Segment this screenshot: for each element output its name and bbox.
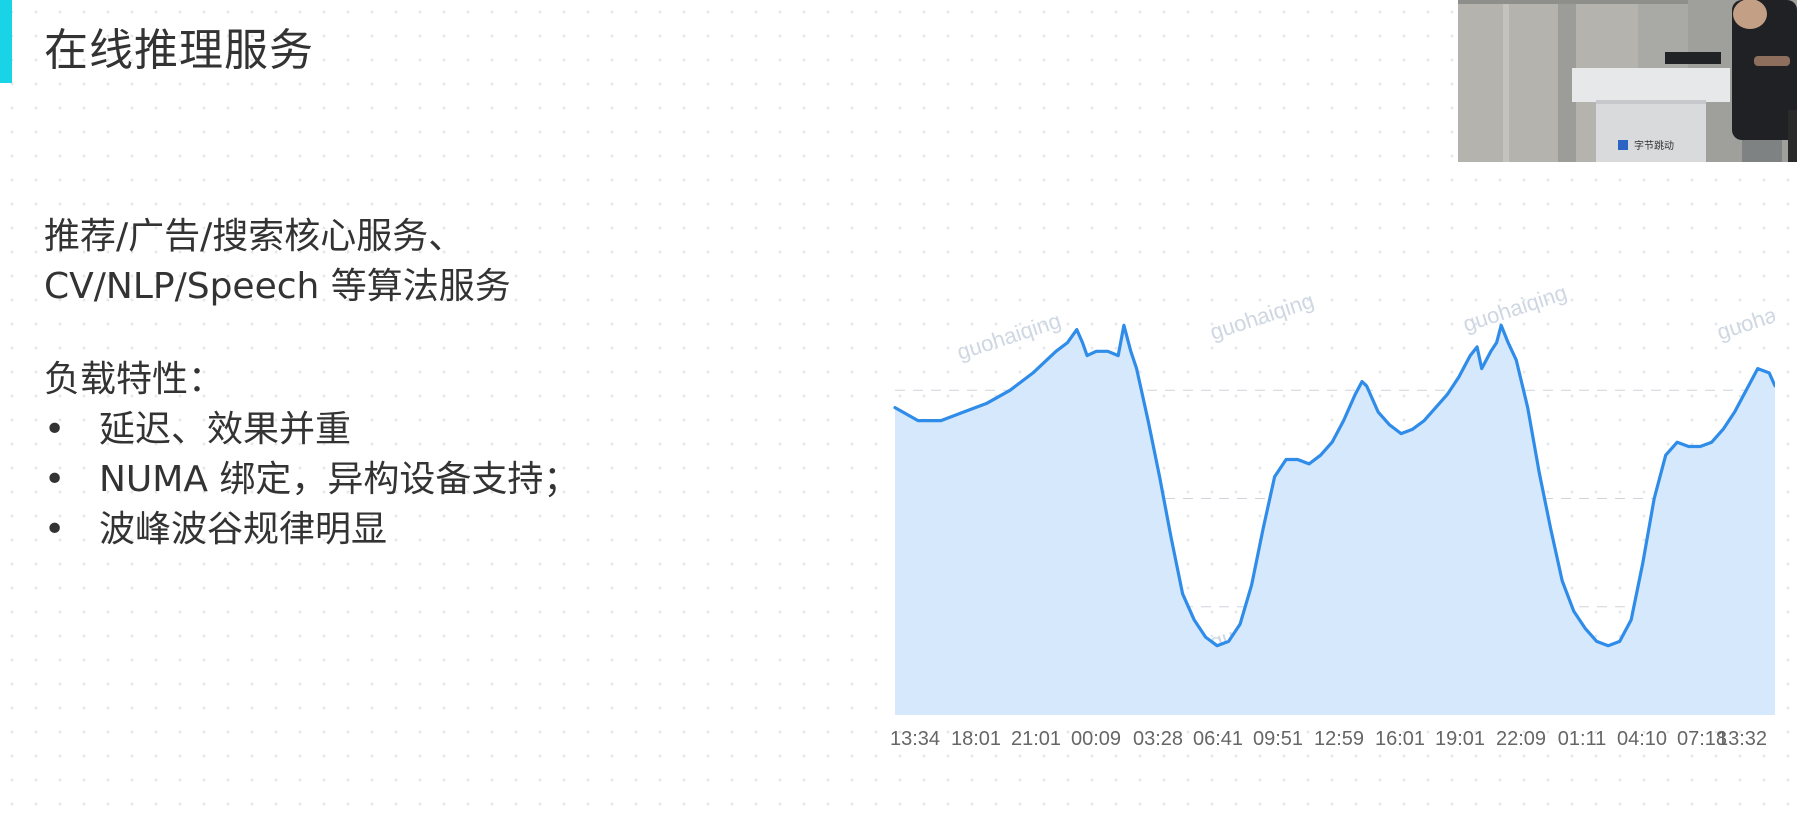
x-axis-ticks: 13:34 18:01 21:01 00:09 03:28 06:41 09:51 12:59… — [890, 728, 1767, 750]
trait-item: • 波峰波谷规律明显 — [44, 505, 579, 555]
series-line — [893, 323, 1775, 648]
x-tick-label: 09:51 — [1253, 728, 1303, 750]
traits-heading: 负载特性： — [44, 359, 225, 400]
trait-text: 延迟、效果并重 — [99, 409, 352, 450]
load-traits: 负载特性： • 延迟、效果并重 • NUMA 绑定，异构设备支持； • 波峰波谷规律明… — [44, 355, 579, 555]
load-chart: guohaiqing guohaiqing guohaiqing guohaiqing… — [890, 280, 1775, 750]
traits-list: • 延迟、效果并重 • NUMA 绑定，异构设备支持； • 波峰波谷规律明显 — [44, 405, 579, 555]
x-tick-label: 16:01 — [1375, 728, 1425, 750]
x-tick-label: 12:59 — [1314, 728, 1364, 750]
service-summary: 推荐/广告/搜索核心服务、 CV/NLP/Speech 等算法服务 — [44, 212, 511, 312]
x-tick-label: 13:34 — [890, 728, 940, 750]
x-tick-label: 18:01 — [951, 728, 1001, 750]
summary-line-2: CV/NLP/Speech 等算法服务 — [44, 266, 511, 307]
bullet-icon: • — [44, 409, 66, 450]
speaker-video-inset: 字节跳动 — [1458, 0, 1797, 162]
trait-item: • NUMA 绑定，异构设备支持； — [44, 455, 579, 505]
trait-text: 波峰波谷规律明显 — [99, 509, 388, 550]
x-tick-label: 06:41 — [1193, 728, 1243, 750]
x-tick-label: 01:11 — [1558, 728, 1607, 750]
x-tick-label: 19:01 — [1435, 728, 1485, 750]
slide-title: 在线推理服务 — [44, 25, 314, 76]
bullet-icon: • — [44, 509, 66, 550]
watermark-text-1: guohaiqing — [954, 308, 1064, 365]
x-tick-label: 07:18 — [1677, 728, 1727, 750]
series-area-fill — [895, 325, 1775, 715]
x-tick-label: 03:28 — [1133, 728, 1183, 750]
x-tick-label: 13:32 — [1717, 728, 1767, 750]
title-accent-bar — [0, 0, 12, 83]
summary-line-1: 推荐/广告/搜索核心服务、 — [44, 216, 465, 257]
speaker-video-frame: 字节跳动 — [1458, 0, 1797, 162]
trait-item: • 延迟、效果并重 — [44, 405, 579, 455]
x-tick-label: 00:09 — [1071, 728, 1121, 750]
podium-logo-text: 字节跳动 — [1634, 139, 1674, 152]
trait-text: NUMA 绑定，异构设备支持； — [99, 459, 580, 500]
watermark-text-3: guohaiqing — [1460, 280, 1570, 337]
x-tick-label: 04:10 — [1617, 728, 1667, 750]
watermark-text-2: guohaiqing — [1207, 288, 1317, 345]
x-tick-label: 21:01 — [1011, 728, 1061, 750]
watermark-text-4: guohaiqing — [1714, 288, 1775, 345]
bullet-icon: • — [44, 459, 66, 500]
x-tick-label: 22:09 — [1496, 728, 1546, 750]
